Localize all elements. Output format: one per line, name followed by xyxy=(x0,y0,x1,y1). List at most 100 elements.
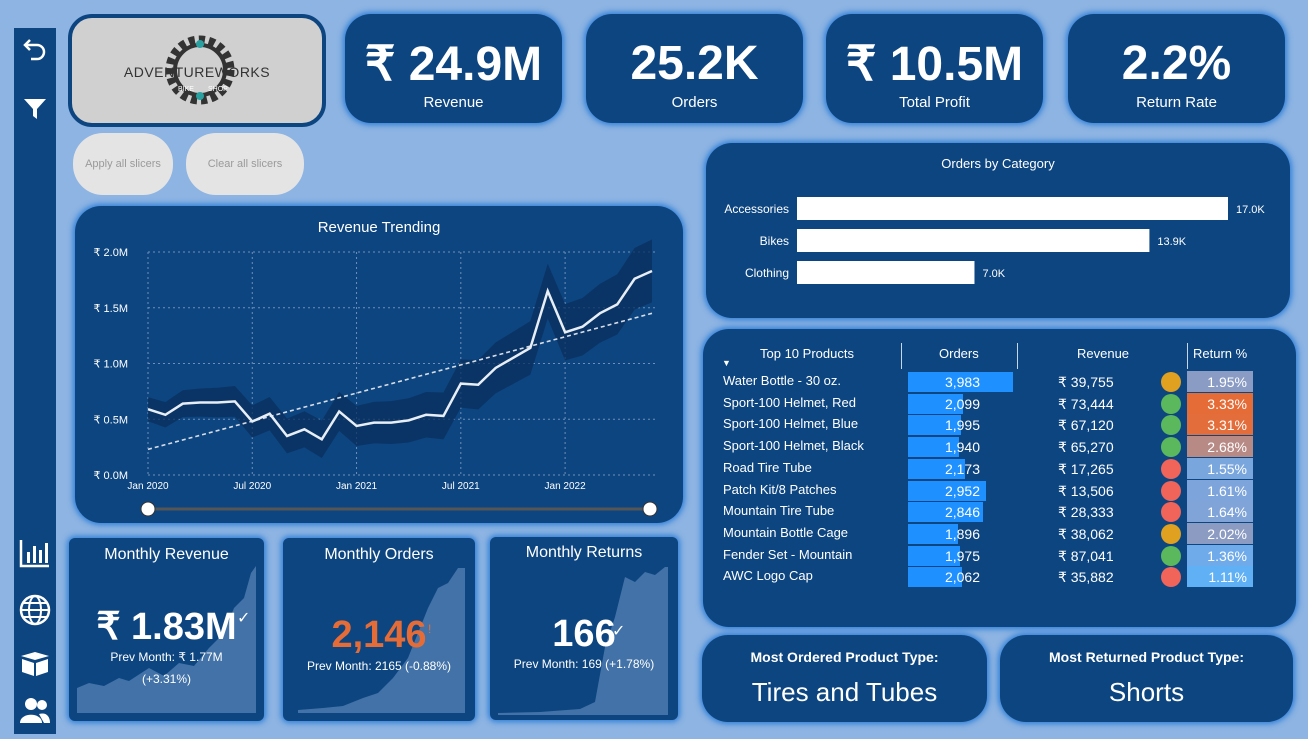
revenue-value: ₹ 39,755 xyxy=(1058,374,1114,390)
y-tick-label: ₹ 2.0M xyxy=(93,247,128,259)
most-returned-value: Shorts xyxy=(1108,677,1185,707)
gear-logo-icon xyxy=(165,35,235,105)
orders-bar xyxy=(908,567,962,588)
trend-line xyxy=(147,312,653,451)
return-pct-value: 1.36% xyxy=(1187,544,1253,566)
header-return-pct[interactable]: Return % xyxy=(1193,346,1248,361)
kpi-return-rate-value: 2.2% xyxy=(1121,37,1232,90)
category-label: Bikes xyxy=(760,234,789,248)
monthly-orders-prev: Prev Month: 2165 (-0.88%) xyxy=(306,659,452,673)
adventureworks-logo: ADVENTUREWORKS BIKE SHOP xyxy=(68,14,326,127)
bar-chart-icon[interactable] xyxy=(14,538,56,573)
orders-value: 1,896 xyxy=(944,525,980,542)
orders-value: 2,062 xyxy=(944,569,980,586)
table-col-divider xyxy=(1017,343,1018,369)
orders-by-category-title: Orders by Category xyxy=(941,156,1055,171)
slider-handle-end[interactable] xyxy=(642,501,658,517)
sort-down-icon[interactable]: ▼ xyxy=(722,358,731,368)
monthly-orders-title: Monthly Orders xyxy=(324,546,434,563)
return-pct-value: 3.33% xyxy=(1187,392,1253,414)
apply-slicers-button[interactable]: Apply all slicers xyxy=(73,133,173,195)
category-bar xyxy=(797,261,975,284)
status-dot-icon xyxy=(1161,393,1181,414)
kpi-revenue-label: Revenue xyxy=(423,94,484,111)
table-row[interactable]: AWC Logo Cap 2,062 ₹ 35,882 1.11% xyxy=(720,566,1280,588)
status-dot-icon xyxy=(1161,480,1181,501)
category-label: Clothing xyxy=(745,266,789,280)
orders-value: 2,846 xyxy=(944,504,980,521)
product-name: Mountain Bottle Cage xyxy=(723,524,849,540)
return-pct-value: 1.64% xyxy=(1187,501,1253,523)
monthly-revenue-card: Monthly Revenue ₹ 1.83M ✓ Prev Month: ₹ … xyxy=(69,538,264,721)
most-ordered-title: Most Ordered Product Type: xyxy=(750,649,939,665)
kpi-orders-value: 25.2K xyxy=(630,37,759,90)
table-row[interactable]: Sport-100 Helmet, Blue 1,995 ₹ 67,120 3.31% xyxy=(720,414,1280,436)
kpi-orders-card: 25.2K Orders xyxy=(586,14,803,123)
kpi-return-rate-card: 2.2% Return Rate xyxy=(1068,14,1285,123)
product-name: Water Bottle - 30 oz. xyxy=(723,373,842,388)
orders-by-category-chart: Accessories 17.0K Bikes 13.9K Clothing 7.0K xyxy=(724,197,1265,284)
kpi-profit-label: Total Profit xyxy=(899,94,970,111)
orders-bar xyxy=(908,502,983,523)
header-top-products[interactable]: Top 10 Products xyxy=(760,346,854,361)
status-dot-icon xyxy=(1161,458,1181,479)
revenue-value: ₹ 13,506 xyxy=(1058,482,1114,499)
monthly-returns-value: 166 xyxy=(552,613,616,655)
product-name: AWC Logo Cap xyxy=(723,568,813,584)
orders-value: 1,995 xyxy=(944,417,980,434)
x-tick-label: Jan 2021 xyxy=(336,481,378,492)
kpi-return-rate-label: Return Rate xyxy=(1136,94,1217,111)
table-row[interactable]: Mountain Bottle Cage 1,896 ₹ 38,062 2.02% xyxy=(720,522,1280,545)
logo-sub-bike: BIKE xyxy=(178,86,194,93)
check-icon: ✓ xyxy=(237,610,251,627)
orders-value: 2,173 xyxy=(944,460,980,477)
status-dot-icon xyxy=(1161,567,1181,588)
filter-icon[interactable] xyxy=(14,96,56,127)
product-name: Road Tire Tube xyxy=(723,459,812,475)
table-row[interactable]: Road Tire Tube 2,173 ₹ 17,265 1.55% xyxy=(720,457,1280,480)
table-row[interactable]: Sport-100 Helmet, Red 2,099 ₹ 73,444 3.33% xyxy=(720,392,1280,415)
orders-bar xyxy=(908,437,959,458)
x-tick-label: Jan 2022 xyxy=(545,481,587,492)
monthly-returns-prev: Prev Month: 169 (+1.78%) xyxy=(513,657,655,671)
header-orders[interactable]: Orders xyxy=(939,346,979,361)
clear-slicers-button[interactable]: Clear all slicers xyxy=(186,133,304,195)
most-ordered-value: Tires and Tubes xyxy=(751,677,938,707)
back-arrow-icon[interactable] xyxy=(14,36,56,67)
x-tick-label: Jul 2020 xyxy=(233,481,271,492)
slider-handle-start[interactable] xyxy=(140,501,156,517)
table-row[interactable]: Water Bottle - 30 oz. 3,983 ₹ 39,755 1.95% xyxy=(720,371,1280,393)
revenue-trend-card: Revenue Trending ₹ 2.0M ₹ 1.5M ₹ 1.0M ₹ 0.5… xyxy=(75,206,683,523)
check-icon: ✓ xyxy=(612,623,626,640)
category-bar xyxy=(797,197,1228,220)
revenue-trend-title: Revenue Trending xyxy=(317,219,441,236)
header-revenue[interactable]: Revenue xyxy=(1077,346,1130,361)
revenue-value: ₹ 17,265 xyxy=(1058,460,1114,477)
kpi-profit-value: ₹ 10.5M xyxy=(845,38,1024,91)
table-row[interactable]: Sport-100 Helmet, Black 1,940 ₹ 65,270 2.68… xyxy=(720,436,1280,458)
users-icon[interactable] xyxy=(14,696,56,729)
table-col-divider xyxy=(901,343,902,369)
product-name: Sport-100 Helmet, Red xyxy=(723,394,856,410)
revenue-value: ₹ 38,062 xyxy=(1058,525,1114,542)
kpi-profit-card: ₹ 10.5M Total Profit xyxy=(826,14,1043,123)
table-row[interactable]: Fender Set - Mountain 1,975 ₹ 87,041 1.36% xyxy=(720,544,1280,567)
return-pct-value: 1.11% xyxy=(1187,566,1253,588)
table-row[interactable]: Mountain Tire Tube 2,846 ₹ 28,333 1.64% xyxy=(720,501,1280,523)
orders-by-category-card: Orders by Category Accessories 17.0K Bikes… xyxy=(706,143,1290,318)
return-pct-value: 1.61% xyxy=(1187,479,1253,501)
orders-value: 2,099 xyxy=(944,395,980,412)
table-row[interactable]: Patch Kit/8 Patches 2,952 ₹ 13,506 1.61% xyxy=(720,479,1280,502)
monthly-revenue-title: Monthly Revenue xyxy=(104,546,229,563)
box-icon[interactable] xyxy=(14,650,56,683)
revenue-value: ₹ 35,882 xyxy=(1058,569,1114,586)
globe-icon[interactable] xyxy=(14,594,56,631)
x-tick-label: Jul 2021 xyxy=(442,481,480,492)
logo-sub-shop: SHOP xyxy=(208,86,228,93)
orders-value: 1,975 xyxy=(944,547,980,564)
orders-value: 3,983 xyxy=(944,374,980,390)
monthly-returns-card: Monthly Returns 166 ✓ Prev Month: 169 (+… xyxy=(490,537,678,720)
orders-bar xyxy=(908,415,961,436)
most-ordered-card: Most Ordered Product Type: Tires and Tub… xyxy=(702,635,987,722)
